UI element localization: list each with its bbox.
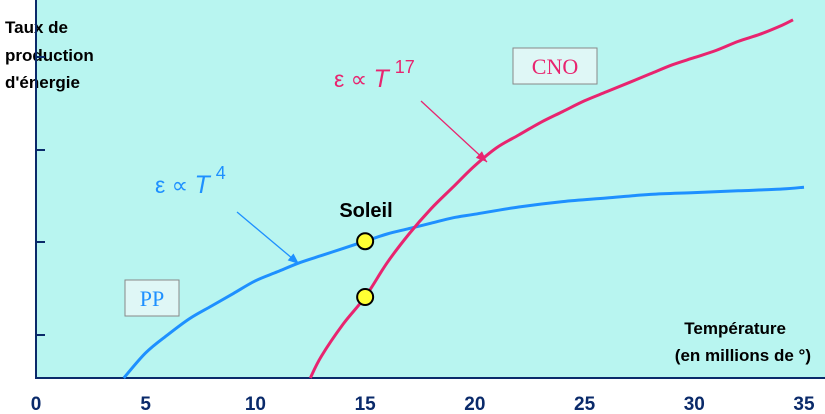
pp-formula-prefix: ε ∝	[155, 172, 194, 198]
cno-formula-prefix: ε ∝	[334, 66, 373, 92]
x-axis-label-line-1: Température	[684, 319, 786, 338]
pp-series-label-box: PP	[124, 279, 180, 317]
sun-marker-pp	[356, 232, 375, 251]
cno-series-label-box: CNO	[512, 47, 598, 85]
x-tick-label: 5	[140, 394, 151, 414]
x-tick-label: 10	[245, 394, 266, 414]
sun-markers	[356, 232, 375, 306]
y-axis-label-line-2: production	[5, 46, 94, 65]
formula-arrows	[236, 100, 488, 265]
sun-marker-cno	[356, 288, 375, 306]
sun-label: Soleil	[339, 200, 392, 222]
x-tick-labels: 0 5 10 15 20 25 30 35	[31, 394, 815, 414]
x-tick-label: 0	[31, 394, 42, 414]
pp-formula-arrow	[236, 211, 300, 265]
x-axis-label-line-2: (en millions de °)	[675, 346, 811, 365]
x-tick-label: 30	[684, 394, 705, 414]
x-tick-label: 15	[355, 394, 377, 414]
pp-formula-arrow-head	[287, 253, 299, 264]
axes	[35, 0, 825, 379]
pp-curve	[122, 185, 805, 379]
cno-formula-exponent: 17	[395, 57, 415, 77]
pp-formula-variable: T	[194, 171, 211, 199]
x-tick-label: 35	[793, 394, 815, 414]
x-axis-label: Température (en millions de °)	[675, 319, 811, 365]
cno-formula: ε ∝ T 17	[334, 57, 415, 93]
x-tick-label: 25	[574, 394, 596, 414]
x-tick-label: 20	[464, 394, 485, 414]
cno-formula-arrow-head	[475, 151, 487, 162]
cno-formula-variable: T	[373, 65, 390, 93]
cno-series-label: CNO	[532, 54, 578, 79]
cno-formula-arrow	[420, 100, 488, 163]
pp-series-label: PP	[140, 286, 164, 311]
curves	[122, 18, 805, 379]
pp-formula-exponent: 4	[216, 163, 226, 183]
cno-curve	[308, 18, 794, 379]
y-axis-label-line-3: d'énergie	[5, 73, 80, 92]
